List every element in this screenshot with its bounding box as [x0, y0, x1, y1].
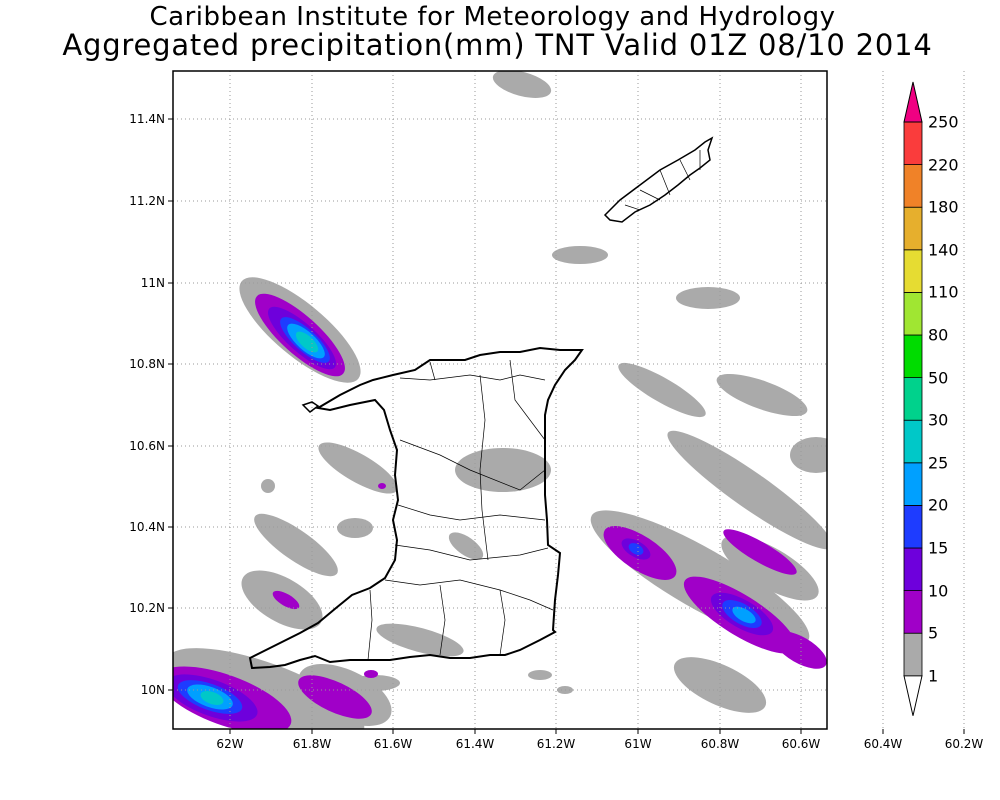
y-tick-label: 10.2N [129, 601, 165, 615]
colorbar-box [903, 291, 923, 336]
precip-area [676, 287, 740, 309]
y-tick-label: 10.4N [129, 520, 165, 534]
colorbar-max-triangle [903, 81, 923, 123]
precip-area [455, 448, 551, 492]
x-tick-label: 61.8W [292, 737, 332, 751]
admin-boundaries [367, 150, 701, 661]
x-tick-label: 62W [216, 737, 244, 751]
colorbar-min-triangle [903, 675, 923, 716]
precip-area [448, 532, 484, 560]
colorbar-label: 1 [928, 666, 939, 686]
y-tick-label: 11N [140, 276, 165, 290]
x-tick-label: 61.2W [536, 737, 576, 751]
x-tick-label: 61.6W [373, 737, 413, 751]
colorbar-box [903, 547, 923, 591]
colorbar-label: 50 [928, 368, 949, 388]
precip-area [200, 691, 224, 705]
colorbar-box [903, 121, 923, 165]
precip-area [295, 331, 319, 353]
colorbar-label: 5 [928, 623, 939, 643]
y-tick-label: 10.8N [129, 357, 165, 371]
colorbar-box [903, 206, 923, 251]
precip-area [337, 518, 373, 538]
colorbar-box [903, 334, 923, 378]
y-tick-label: 10N [140, 683, 165, 697]
precip-area [318, 442, 398, 494]
colorbar-box [903, 164, 923, 208]
y-tick-label: 11.2N [129, 194, 165, 208]
colorbar-box [903, 462, 923, 506]
precip-area [552, 246, 608, 264]
tick-marks [168, 118, 965, 734]
title-line2: Aggregated precipitation(mm) TNT Valid 0… [62, 28, 933, 62]
precip-area [790, 437, 827, 473]
precip-area [528, 670, 552, 680]
plot-frame [172, 70, 828, 730]
trinidad-island [248, 346, 584, 670]
x-tick-label: 60.4W [863, 737, 903, 751]
colorbar-label: 110 [928, 282, 959, 302]
precip-area [492, 71, 552, 98]
precip-area [254, 513, 338, 577]
precip-area [376, 623, 464, 657]
precip-area [723, 529, 797, 575]
colorbar-label: 30 [928, 410, 949, 430]
colorbar-box [903, 377, 923, 421]
precip-area [378, 483, 386, 489]
precip-area [732, 606, 756, 624]
colorbar-label: 140 [928, 240, 959, 260]
colorbar-label: 25 [928, 453, 949, 473]
colorbar-label: 10 [928, 581, 949, 601]
colorbar-box [903, 504, 923, 549]
y-tick-label: 10.6N [129, 439, 165, 453]
colorbar-box [903, 249, 923, 293]
precipitation-field [173, 71, 827, 729]
grid-lines [173, 71, 965, 729]
colorbar-label: 180 [928, 197, 959, 217]
colorbar-box [903, 590, 923, 634]
precip-area [618, 362, 706, 418]
precip-area [673, 657, 767, 713]
precip-area [628, 543, 644, 555]
precip-area [667, 430, 827, 550]
precip-area [716, 373, 808, 417]
title-line1: Caribbean Institute for Meteorology and … [149, 2, 836, 32]
x-tick-label: 61.4W [455, 737, 495, 751]
precip-area [773, 631, 827, 669]
y-tick-label: 11.4N [129, 112, 165, 126]
precip-area [298, 675, 372, 719]
precip-area [364, 670, 378, 678]
x-tick-label: 60.6W [781, 737, 821, 751]
x-tick-label: 60.8W [700, 737, 740, 751]
colorbar-box [903, 419, 923, 464]
colorbar-label: 250 [928, 112, 959, 132]
coastline [248, 136, 714, 670]
colorbar [903, 81, 923, 716]
x-tick-label: 61W [624, 737, 652, 751]
colorbar-label: 20 [928, 495, 949, 515]
tobago-island [603, 136, 714, 223]
precip-area [272, 590, 300, 610]
colorbar-label: 220 [928, 155, 959, 175]
precip-area [261, 479, 275, 493]
x-tick-label: 60.2W [944, 737, 984, 751]
colorbar-label: 80 [928, 325, 949, 345]
colorbar-label: 15 [928, 538, 949, 558]
colorbar-box [903, 632, 923, 677]
